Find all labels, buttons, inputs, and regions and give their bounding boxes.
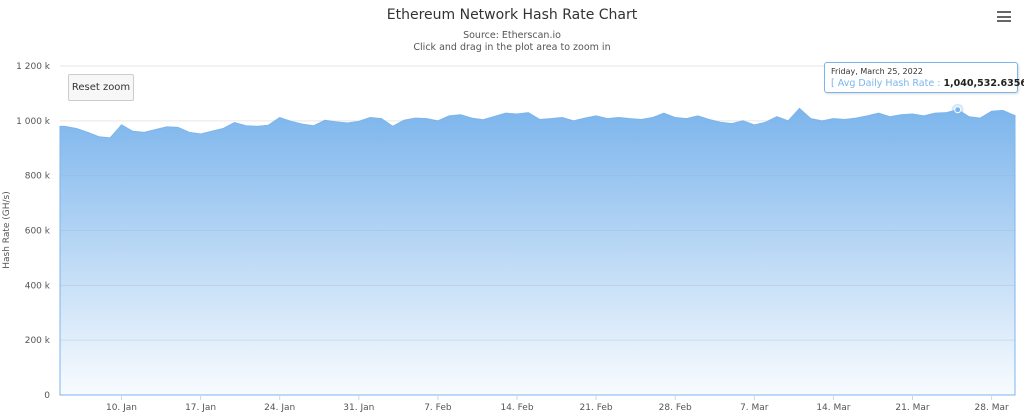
x-tick-label: 24. Jan <box>264 403 295 413</box>
x-tick-label: 21. Mar <box>895 403 929 413</box>
tooltip-value: 1,040,532.6356 <box>943 78 1024 89</box>
hash-rate-area <box>59 107 1016 396</box>
y-tick-label: 600 k <box>25 227 51 237</box>
chart-instructions: Click and drag in the plot area to zoom … <box>413 42 611 53</box>
tooltip-date: Friday, March 25, 2022 <box>831 67 923 76</box>
x-tick-label: 7. Mar <box>740 403 769 413</box>
x-tick-label: 7. Feb <box>424 403 452 413</box>
x-tick-label: 10. Jan <box>106 403 137 413</box>
tooltip-sep: : <box>937 78 941 89</box>
y-tick-label: 1 200 k <box>16 62 51 72</box>
y-tick-label: 800 k <box>25 172 51 182</box>
y-tick-label: 0 <box>44 391 50 401</box>
reset-zoom-button[interactable]: Reset zoom <box>68 74 134 101</box>
x-tick-label: 21. Feb <box>580 403 613 413</box>
y-tick-label: 1 000 k <box>16 117 51 127</box>
x-tick-label: 28. Feb <box>659 403 692 413</box>
y-axis-label: Hash Rate (GH/s) <box>2 191 12 269</box>
x-tick-label: 28. Mar <box>975 403 1009 413</box>
x-tick-label: 14. Mar <box>816 403 850 413</box>
tooltip-open: [ <box>831 78 835 89</box>
chart-subtitle: Source: Etherscan.io <box>463 30 561 41</box>
x-tick-label: 31. Jan <box>343 403 374 413</box>
x-tick-label: 17. Jan <box>185 403 216 413</box>
highlight-marker <box>954 106 962 114</box>
chart-title: Ethereum Network Hash Rate Chart <box>386 7 638 23</box>
y-tick-label: 400 k <box>25 281 51 291</box>
hamburger-menu-icon[interactable] <box>997 11 1011 23</box>
y-tick-label: 200 k <box>25 336 51 346</box>
tooltip-series: Avg Daily Hash Rate <box>837 78 935 89</box>
x-tick-label: 14. Feb <box>500 403 533 413</box>
tooltip: Friday, March 25, 2022 [ Avg Daily Hash … <box>824 62 1024 93</box>
